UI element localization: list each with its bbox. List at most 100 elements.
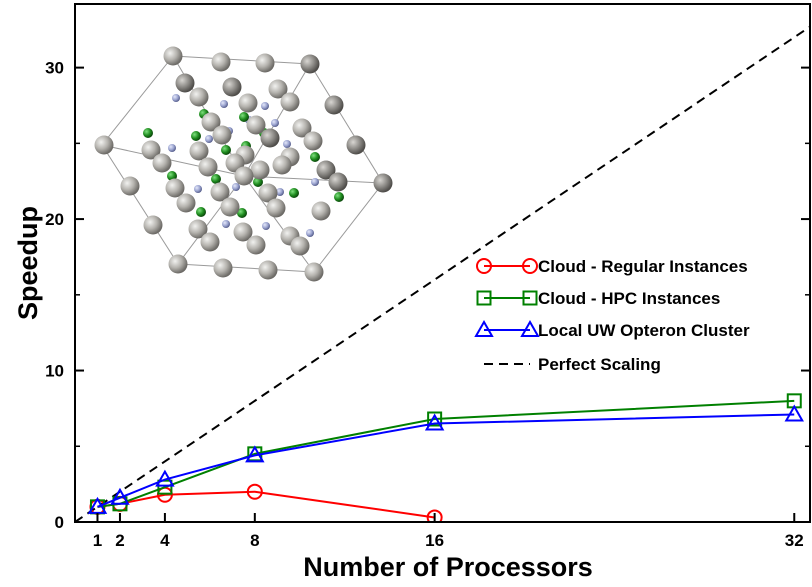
x-tick-label: 1 — [93, 531, 102, 550]
atom-large-gray — [213, 258, 233, 278]
atom-large-gray — [201, 112, 221, 132]
atom-small-green — [334, 192, 344, 202]
atom-large-gray — [304, 262, 324, 282]
data-point-series-0 — [426, 509, 443, 522]
atom-large-gray — [292, 118, 312, 138]
atom-large-gray — [234, 166, 254, 186]
atom-small-green — [191, 131, 201, 141]
legend: Cloud - Regular Instances Cloud - HPC Ins… — [474, 257, 750, 374]
atom-large-gray — [176, 193, 196, 213]
atom-small-green — [221, 145, 231, 155]
atom-large-gray — [272, 155, 292, 175]
atom-large-gray — [300, 54, 320, 74]
data-point-series-1 — [427, 411, 443, 427]
atom-small-green — [196, 207, 206, 217]
atom-small-blue — [262, 222, 270, 230]
legend-marker — [520, 319, 540, 337]
series-layer — [75, 25, 810, 522]
atom-large-gray — [94, 135, 114, 155]
atom-large-gray — [165, 178, 185, 198]
atom-large-gray — [260, 128, 280, 148]
x-tick-label: 16 — [425, 531, 444, 550]
tick-layer: 1 2 4 8 16 32 0 10 20 30 — [45, 59, 810, 550]
series-line-3 — [75, 25, 810, 522]
atom-large-gray — [189, 141, 209, 161]
atom-small-green — [310, 152, 320, 162]
legend-label: Perfect Scaling — [538, 355, 661, 374]
atom-large-gray — [163, 46, 183, 66]
atom-large-gray — [120, 176, 140, 196]
y-tick-label: 20 — [45, 210, 64, 229]
atom-small-blue — [261, 102, 269, 110]
atom-large-gray — [168, 254, 188, 274]
unit-cell-edge — [309, 63, 384, 184]
legend-marker — [474, 319, 494, 337]
y-axis-title: Speedup — [13, 206, 43, 320]
atom-large-gray — [238, 93, 258, 113]
atom-large-gray — [141, 140, 161, 160]
unit-cell-edge — [177, 175, 245, 265]
atom-small-blue — [311, 178, 319, 186]
atom-small-green — [237, 208, 247, 218]
unit-cell-edge — [101, 144, 179, 265]
crystal-structure-inset — [94, 46, 393, 282]
atom-large-gray — [211, 52, 231, 72]
unit-cell-edge — [172, 55, 311, 65]
unit-cell-edge — [101, 144, 245, 177]
atom-large-gray — [373, 173, 393, 193]
y-tick-label: 30 — [45, 59, 64, 78]
atom-large-gray — [210, 182, 230, 202]
data-point-series-2 — [424, 413, 445, 431]
data-point-series-0 — [246, 483, 263, 500]
x-tick-label: 2 — [115, 531, 124, 550]
atom-large-gray — [189, 87, 209, 107]
atom-large-gray — [311, 201, 331, 221]
series-line-2 — [97, 413, 795, 508]
data-point-series-2 — [245, 445, 265, 463]
x-tick-label: 32 — [785, 531, 804, 550]
atom-large-gray — [268, 79, 288, 99]
legend-marker — [522, 258, 538, 274]
x-tick-label: 4 — [160, 531, 170, 550]
atom-small-green — [143, 128, 153, 138]
atom-small-blue — [222, 220, 230, 228]
unit-cell-edge — [101, 55, 174, 146]
atom-large-gray — [266, 198, 286, 218]
data-point-series-2 — [110, 487, 130, 505]
x-axis-title: Number of Processors — [303, 552, 593, 582]
data-point-series-2 — [784, 404, 804, 422]
atom-large-gray — [175, 73, 195, 93]
x-tick-label: 8 — [250, 531, 259, 550]
atom-small-blue — [276, 188, 284, 196]
y-tick-label: 0 — [55, 513, 64, 532]
data-point-series-2 — [155, 469, 175, 487]
atom-large-gray — [152, 153, 172, 173]
atom-large-gray — [188, 219, 208, 239]
atom-small-green — [211, 174, 221, 184]
atom-large-gray — [346, 135, 366, 155]
atom-small-green — [239, 112, 249, 122]
atom-large-gray — [324, 95, 344, 115]
data-point-series-2 — [87, 496, 108, 514]
atom-small-blue — [232, 183, 240, 191]
atom-large-gray — [220, 197, 240, 217]
legend-marker — [522, 290, 538, 306]
atom-large-gray — [212, 125, 232, 145]
atom-large-gray — [303, 131, 323, 151]
atom-large-gray — [246, 115, 266, 135]
atom-large-gray — [258, 260, 278, 280]
atom-small-blue — [172, 94, 180, 102]
atom-small-green — [253, 177, 263, 187]
atom-small-green — [289, 188, 299, 198]
plot-frame — [74, 3, 811, 523]
atom-large-gray — [316, 160, 336, 180]
unit-cell-edge — [243, 175, 315, 273]
atom-small-blue — [220, 100, 228, 108]
atom-small-blue — [168, 144, 176, 152]
atom-small-blue — [205, 135, 213, 143]
legend-marker — [476, 258, 492, 274]
legend-label: Cloud - HPC Instances — [538, 289, 720, 308]
atom-large-gray — [280, 92, 300, 112]
series-line-0 — [97, 490, 435, 519]
atom-large-gray — [200, 232, 220, 252]
